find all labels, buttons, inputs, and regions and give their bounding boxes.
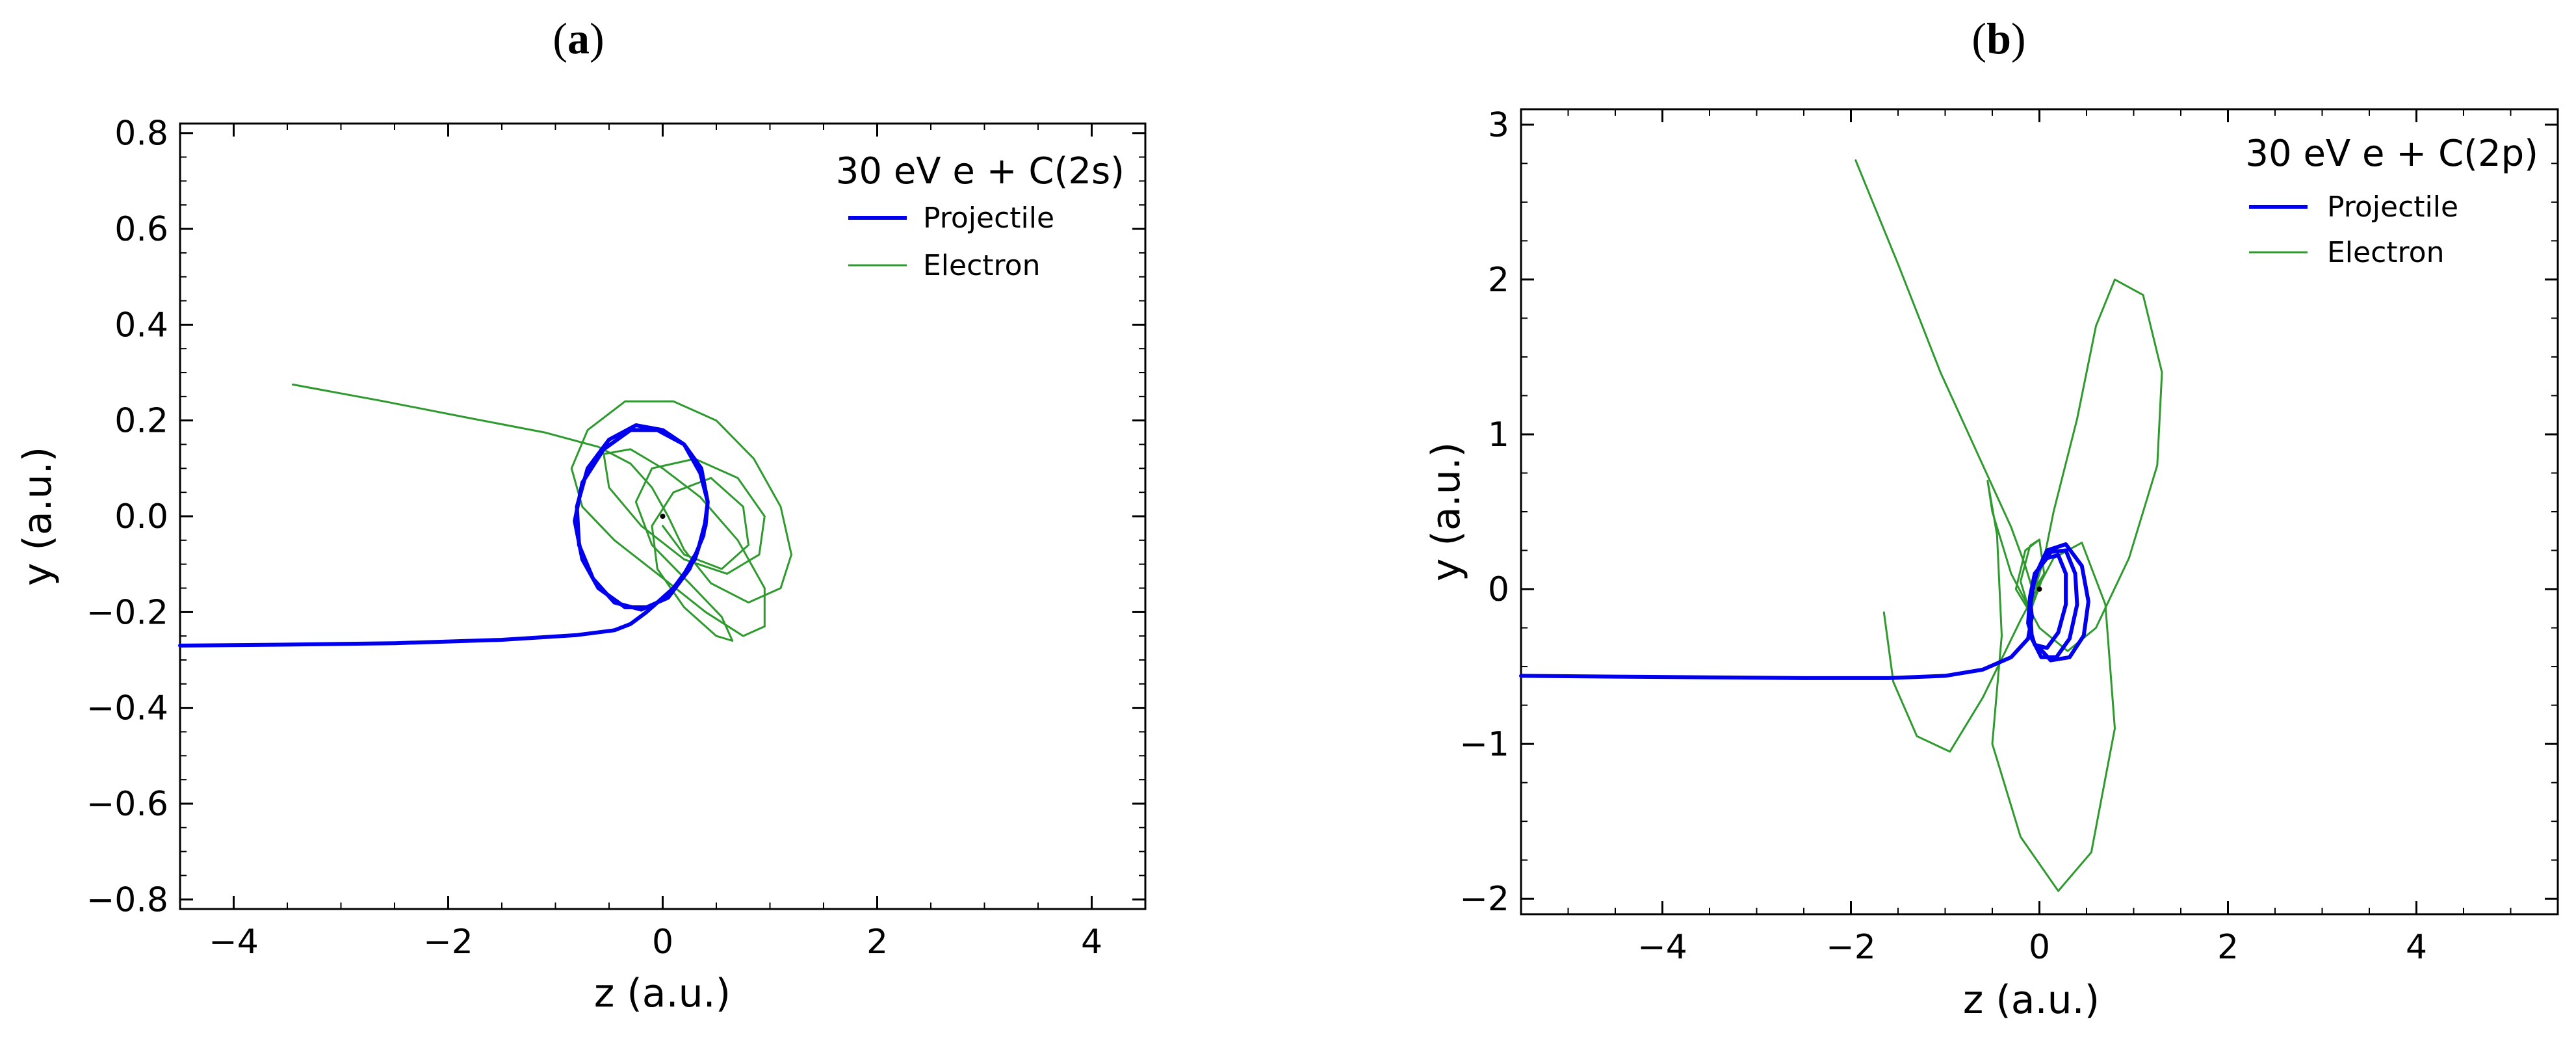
nucleus-point-b bbox=[2036, 586, 2042, 592]
y-axis-label-a: y (a.u.) bbox=[15, 447, 60, 586]
legend-label-projectile-a: Projectile bbox=[923, 202, 1054, 235]
series-b bbox=[1519, 159, 2163, 892]
x-ticks-b: −4 −2 0 2 4 bbox=[1520, 109, 2558, 967]
x-tick-label: 2 bbox=[866, 923, 888, 962]
x-tick-label: 0 bbox=[2029, 928, 2050, 967]
x-axis-label-b: z (a.u.) bbox=[1963, 977, 2100, 1023]
y-axis-label-b: y (a.u.) bbox=[1424, 442, 1469, 581]
legend-a: 30 eV e + C(2s) Projectile Electron bbox=[836, 150, 1125, 282]
y-tick-label: 0 bbox=[1488, 570, 1509, 609]
y-tick-label: 0.4 bbox=[114, 306, 168, 345]
legend-label-electron-b: Electron bbox=[2327, 236, 2444, 269]
panel-b: (b) −4 −2 0 2 4 −2 −1 0 1 2 3 30 eV e + C(2p) Pro… bbox=[1424, 14, 2559, 1023]
legend-label-electron-a: Electron bbox=[923, 249, 1040, 282]
panel-a-label: (a) bbox=[553, 14, 604, 63]
projectile-trajectory-a bbox=[178, 423, 710, 648]
legend-b: 30 eV e + C(2p) Projectile Electron bbox=[2245, 133, 2538, 269]
x-tick-label: 4 bbox=[1081, 923, 1102, 962]
y-tick-label: 1 bbox=[1488, 415, 1509, 455]
x-tick-label: −4 bbox=[1637, 928, 1687, 967]
y-tick-label: 0.8 bbox=[114, 114, 168, 153]
y-ticks-a: −0.8 −0.6 −0.4 −0.2 0.0 0.2 0.4 0.6 0.8 bbox=[86, 114, 1145, 919]
plot-frame-b bbox=[1520, 108, 2559, 916]
x-tick-label: −4 bbox=[209, 923, 259, 962]
electron-trajectory-a bbox=[291, 383, 792, 642]
y-tick-label: −0.8 bbox=[86, 880, 168, 919]
y-tick-label: −0.4 bbox=[86, 689, 168, 728]
y-tick-label: −2 bbox=[1459, 880, 1509, 919]
projectile-trajectory-b bbox=[1519, 542, 2090, 680]
x-tick-label: 0 bbox=[652, 923, 673, 962]
y-tick-label: −1 bbox=[1459, 725, 1509, 764]
x-tick-label: −2 bbox=[1826, 928, 1876, 967]
panel-a: (a) −4 −2 0 2 4 −0.8 −0.6 −0.4 −0.2 0.0 0.2 0.4 0.6… bbox=[15, 14, 1147, 1016]
y-tick-label: 0.2 bbox=[114, 402, 168, 441]
electron-trajectory-b bbox=[1854, 159, 2163, 892]
series-a bbox=[178, 383, 792, 648]
panel-b-label: (b) bbox=[1971, 14, 2025, 63]
x-ticks-a: −4 −2 0 2 4 bbox=[179, 124, 1146, 962]
y-tick-label: 0.6 bbox=[114, 210, 168, 249]
y-ticks-b: −2 −1 0 1 2 3 bbox=[1459, 106, 2558, 919]
y-tick-label: 0.0 bbox=[114, 497, 168, 536]
y-tick-label: 3 bbox=[1488, 106, 1509, 145]
x-tick-label: 2 bbox=[2217, 928, 2239, 967]
x-tick-label: −2 bbox=[423, 923, 473, 962]
y-tick-label: 2 bbox=[1488, 261, 1509, 300]
nucleus-point-a bbox=[660, 514, 666, 519]
legend-title-a: 30 eV e + C(2s) bbox=[836, 150, 1125, 192]
legend-label-projectile-b: Projectile bbox=[2327, 191, 2458, 224]
y-tick-label: −0.2 bbox=[86, 593, 168, 632]
y-tick-label: −0.6 bbox=[86, 785, 168, 824]
x-tick-label: 4 bbox=[2406, 928, 2427, 967]
x-axis-label-a: z (a.u.) bbox=[594, 971, 731, 1016]
legend-title-b: 30 eV e + C(2p) bbox=[2245, 133, 2538, 175]
